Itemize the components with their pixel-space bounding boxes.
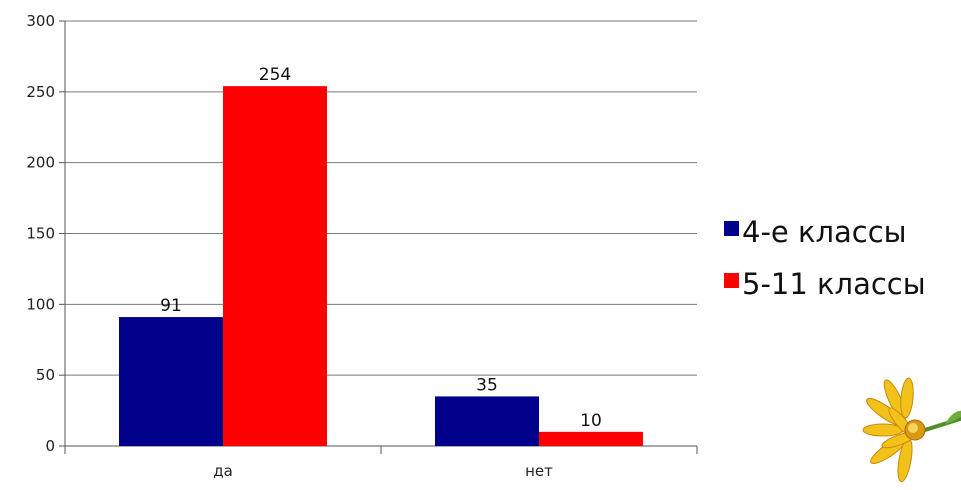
legend-label: 5-11 классы — [742, 267, 926, 301]
bar — [435, 396, 539, 446]
y-tick-label: 0 — [45, 437, 55, 455]
data-label: 10 — [580, 411, 602, 431]
y-tick-label: 300 — [26, 12, 55, 30]
bars — [119, 86, 643, 447]
data-label: 254 — [259, 65, 291, 85]
bar — [223, 86, 327, 447]
legend-label: 4-е классы — [742, 215, 907, 249]
x-category-label: нет — [525, 462, 553, 480]
data-label: 35 — [476, 375, 498, 395]
data-labels: 91 254 35 10 — [160, 65, 602, 431]
bar — [539, 431, 643, 446]
data-label: 91 — [160, 296, 182, 316]
y-tick-label: 100 — [26, 295, 55, 313]
grid — [65, 20, 697, 376]
bar — [119, 317, 223, 446]
legend-swatch — [724, 273, 739, 288]
y-tick-label: 250 — [26, 83, 55, 101]
y-tick-label: 50 — [36, 366, 55, 384]
x-category-label: да — [213, 462, 233, 480]
y-tick-label: 150 — [26, 225, 55, 243]
flower-icon — [862, 377, 961, 483]
legend-swatch — [724, 221, 739, 236]
legend: 4-е классы 5-11 классы — [724, 215, 926, 301]
y-tick-label: 200 — [26, 154, 55, 172]
